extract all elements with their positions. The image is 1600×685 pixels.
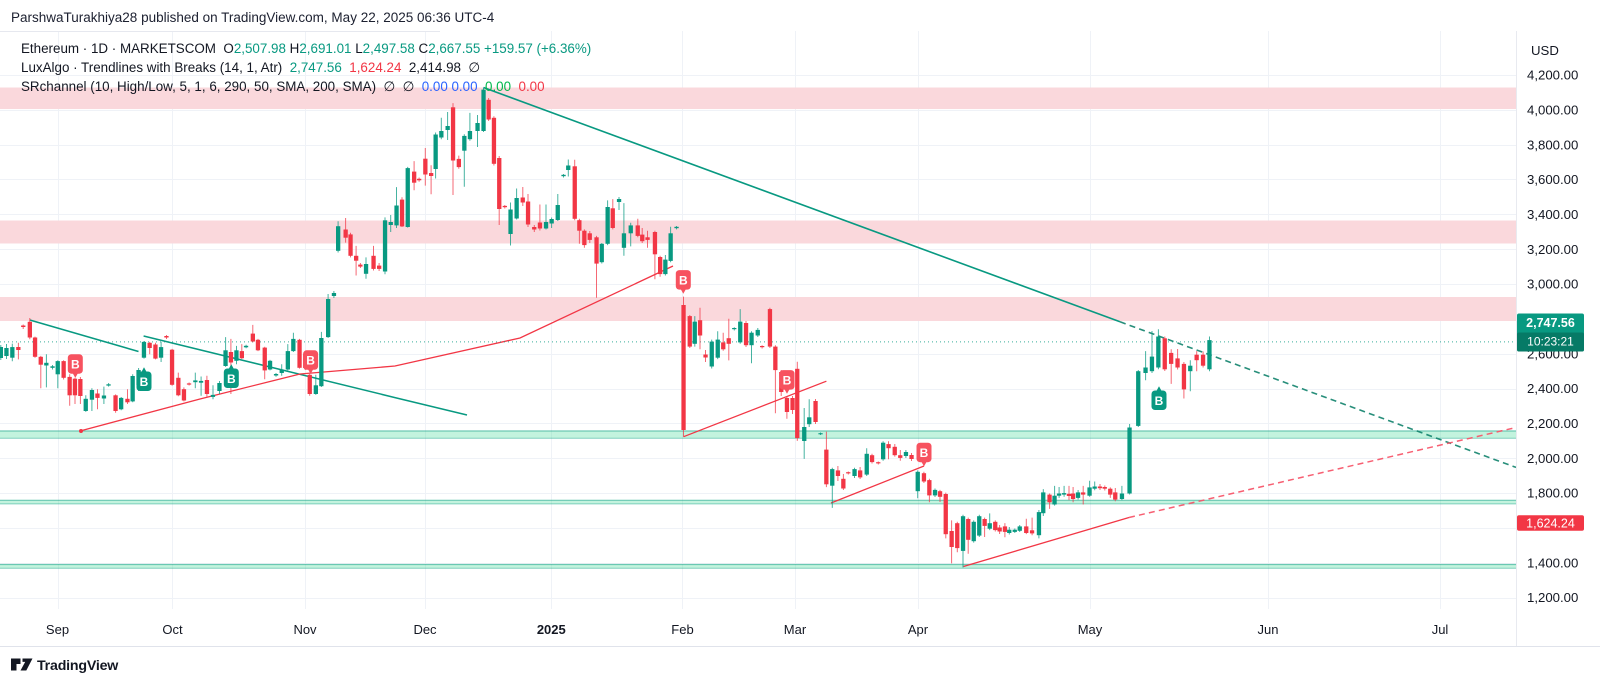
svg-text:Sep: Sep — [46, 622, 69, 637]
svg-text:B: B — [71, 357, 80, 371]
svg-text:3,400.00: 3,400.00 — [1527, 207, 1578, 222]
svg-text:2,747.56: 2,747.56 — [1526, 316, 1575, 330]
svg-text:2,000.00: 2,000.00 — [1527, 451, 1578, 466]
svg-text:B: B — [306, 354, 315, 368]
svg-text:Apr: Apr — [908, 622, 929, 637]
svg-text:10:23:21: 10:23:21 — [1527, 335, 1574, 349]
svg-text:B: B — [1155, 394, 1164, 408]
svg-text:3,800.00: 3,800.00 — [1527, 137, 1578, 152]
svg-text:3,000.00: 3,000.00 — [1527, 277, 1578, 292]
svg-text:Dec: Dec — [413, 622, 437, 637]
svg-text:1,200.00: 1,200.00 — [1527, 590, 1578, 605]
svg-text:B: B — [920, 446, 929, 460]
svg-text:B: B — [783, 373, 792, 387]
svg-text:Feb: Feb — [671, 622, 693, 637]
svg-text:4,000.00: 4,000.00 — [1527, 102, 1578, 117]
svg-text:2,400.00: 2,400.00 — [1527, 381, 1578, 396]
svg-text:Nov: Nov — [293, 622, 317, 637]
svg-text:May: May — [1078, 622, 1103, 637]
svg-text:Jul: Jul — [1432, 622, 1449, 637]
svg-text:4,200.00: 4,200.00 — [1527, 68, 1578, 83]
svg-text:B: B — [227, 372, 236, 386]
svg-text:2,200.00: 2,200.00 — [1527, 416, 1578, 431]
svg-text:USD: USD — [1531, 43, 1559, 58]
svg-text:TradingView: TradingView — [37, 658, 119, 674]
svg-text:Oct: Oct — [162, 622, 183, 637]
svg-text:ParshwaTurakhiya28 published o: ParshwaTurakhiya28 published on TradingV… — [11, 10, 495, 25]
svg-text:1,800.00: 1,800.00 — [1527, 486, 1578, 501]
svg-text:1,624.24: 1,624.24 — [1526, 516, 1575, 530]
svg-text:Jun: Jun — [1258, 622, 1279, 637]
svg-text:2025: 2025 — [537, 622, 566, 637]
svg-text:LuxAlgo · Trendlines with Brea: LuxAlgo · Trendlines with Breaks (14, 1,… — [21, 60, 480, 75]
svg-text:B: B — [679, 273, 688, 287]
svg-text:3,200.00: 3,200.00 — [1527, 242, 1578, 257]
svg-text:B: B — [140, 375, 149, 389]
svg-text:SRchannel (10, High/Low, 5, 1,: SRchannel (10, High/Low, 5, 1, 6, 290, 5… — [21, 79, 545, 94]
svg-text:1,400.00: 1,400.00 — [1527, 555, 1578, 570]
svg-text:Ethereum · 1D · MARKETSCOM O2: Ethereum · 1D · MARKETSCOM O2,507.98 H2,… — [21, 41, 591, 56]
svg-text:3,600.00: 3,600.00 — [1527, 172, 1578, 187]
svg-text:Mar: Mar — [784, 622, 807, 637]
